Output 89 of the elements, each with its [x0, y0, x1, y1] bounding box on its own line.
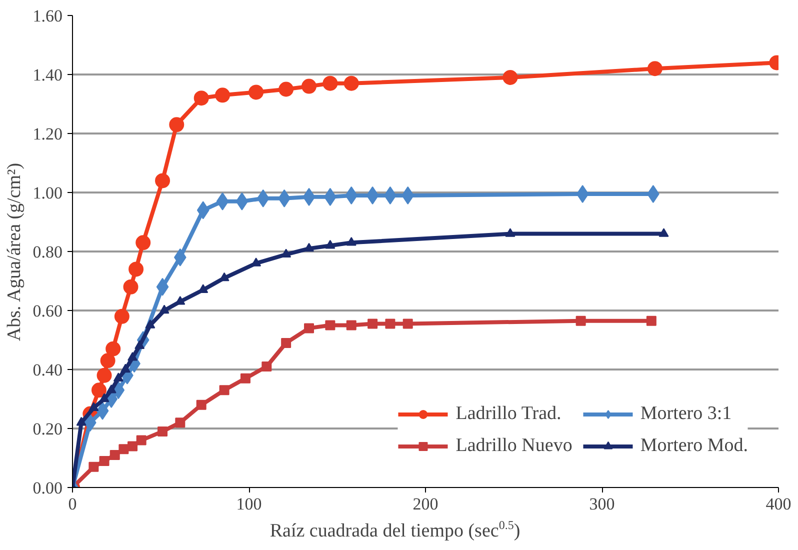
point: [159, 304, 170, 314]
point: [251, 258, 262, 266]
point: [647, 61, 662, 76]
y-tick-label: 1.60: [32, 6, 62, 26]
point: [196, 400, 206, 410]
point: [88, 462, 99, 472]
point: [304, 323, 314, 334]
x-tick-label: 100: [236, 494, 262, 514]
point: [99, 456, 110, 466]
point: [281, 338, 292, 348]
point: [123, 279, 138, 294]
point: [96, 368, 112, 383]
y-tick-label: 0.40: [32, 360, 62, 380]
point: [658, 228, 669, 237]
point: [194, 90, 209, 106]
point: [216, 192, 229, 210]
point: [114, 308, 130, 324]
y-axis-title: Abs. Agua/área (g/cm²): [4, 162, 25, 342]
point: [156, 278, 169, 296]
point: [158, 426, 168, 436]
y-tick-label: 1.40: [32, 66, 62, 84]
point: [322, 76, 338, 91]
point: [99, 393, 110, 402]
point: [502, 70, 518, 85]
y-tick-label: 1.00: [32, 184, 62, 202]
x-tick-label: 400: [766, 494, 792, 514]
point: [346, 320, 356, 330]
point: [106, 341, 121, 356]
y-tick-label: 1.20: [32, 124, 62, 144]
y-tick-label: 0.20: [32, 420, 62, 438]
point: [219, 385, 230, 396]
point: [110, 450, 120, 460]
point: [345, 186, 358, 204]
point: [344, 76, 359, 91]
point: [100, 353, 116, 368]
point: [236, 192, 248, 210]
point: [302, 188, 316, 206]
point: [248, 84, 264, 100]
point: [198, 284, 208, 293]
point: [196, 201, 210, 220]
point: [385, 318, 396, 329]
point: [128, 352, 138, 361]
point: [576, 184, 589, 203]
y-tick-label: 0.00: [32, 478, 62, 498]
point: [169, 117, 184, 132]
point: [346, 236, 356, 246]
point: [262, 362, 272, 372]
point: [145, 320, 156, 328]
legend-label: Mortero 3:1: [640, 403, 732, 425]
point: [128, 262, 144, 277]
point: [646, 316, 656, 326]
point: [256, 189, 270, 208]
point: [402, 186, 414, 204]
point: [505, 228, 516, 237]
point: [304, 242, 314, 252]
point: [219, 272, 230, 282]
point: [576, 316, 586, 326]
point: [368, 318, 378, 329]
point: [302, 78, 317, 94]
point: [91, 382, 106, 398]
point: [106, 384, 116, 394]
x-tick-label: 200: [412, 494, 438, 514]
x-tick-label: 0: [68, 494, 77, 514]
point: [402, 318, 413, 329]
point: [155, 173, 170, 188]
y-tick-label: 0.60: [32, 302, 62, 320]
point: [175, 418, 186, 428]
point: [128, 441, 138, 452]
point: [215, 88, 230, 103]
point: [120, 364, 130, 373]
point: [366, 186, 379, 204]
legend-label: Mortero Mod.: [640, 435, 748, 457]
point: [325, 320, 336, 330]
y-tick-label: 0.80: [32, 242, 62, 262]
point: [113, 372, 124, 382]
x-axis-title: Raíz cuadrada del tiempo (sec$^{0.5}$): [270, 517, 520, 544]
point: [76, 416, 86, 426]
x-tick-label: 300: [589, 494, 615, 514]
point: [136, 235, 151, 250]
point: [118, 444, 129, 454]
point: [240, 373, 250, 384]
point: [96, 402, 109, 420]
point: [84, 414, 96, 432]
point: [136, 435, 146, 446]
legend-label: Ladrillo Trad.: [456, 403, 562, 425]
point: [175, 296, 186, 305]
point: [325, 240, 336, 249]
legend-label: Ladrillo Nuevo: [456, 435, 572, 457]
point: [278, 82, 294, 97]
